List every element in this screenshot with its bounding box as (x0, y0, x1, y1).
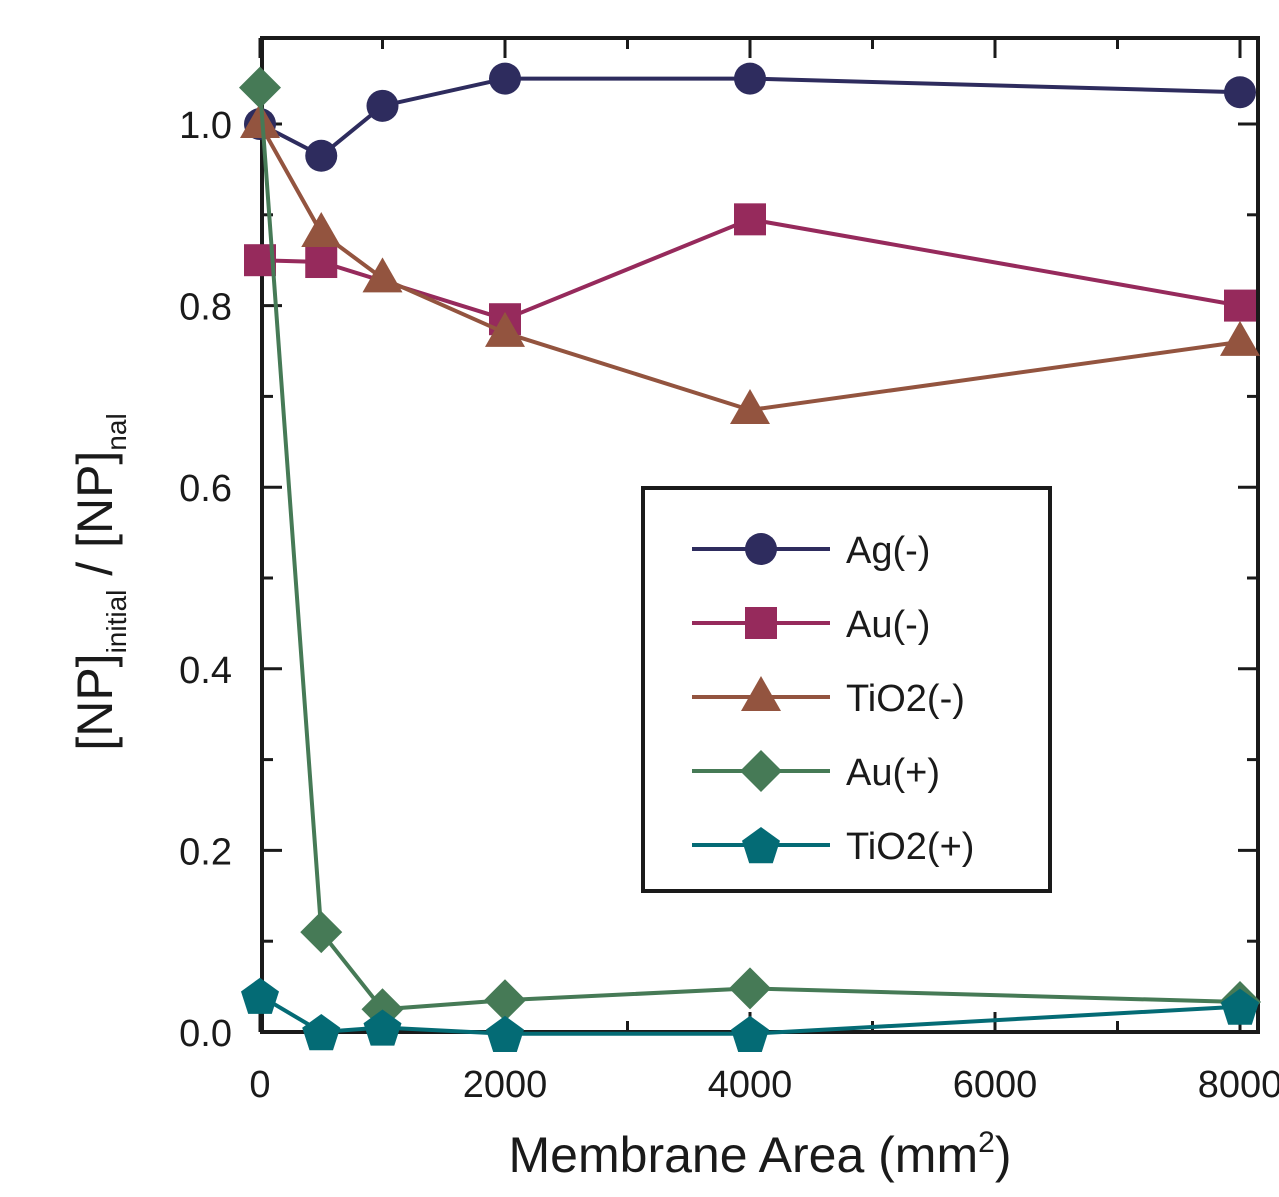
x-tick-label: 4000 (708, 1064, 793, 1106)
data-point (731, 1015, 769, 1052)
series-tio2 (241, 977, 1259, 1052)
legend-label: TiO2(-) (846, 678, 965, 720)
data-point (484, 979, 526, 1022)
data-point (239, 66, 281, 109)
y-tick-label: 0.2 (179, 831, 232, 873)
data-point (1224, 76, 1256, 109)
data-point (1221, 988, 1259, 1025)
legend-label: Ag(-) (846, 530, 930, 572)
data-point (363, 1009, 402, 1046)
data-point (301, 211, 342, 247)
legend-item: Au(-) (692, 604, 930, 646)
data-point (362, 257, 403, 293)
legend-item: Au(+) (692, 750, 940, 794)
x-tick-label: 6000 (953, 1064, 1038, 1106)
legend-label: Au(+) (846, 752, 940, 794)
y-tick-label: 0.8 (179, 287, 232, 329)
data-point (302, 1014, 341, 1051)
data-point (1224, 289, 1256, 322)
y-tick-label: 0.0 (179, 1013, 232, 1055)
y-tick-label: 1.0 (179, 105, 232, 147)
legend-marker (741, 676, 781, 711)
legend-box (641, 486, 1052, 893)
legend-marker (745, 533, 777, 565)
data-point (486, 1015, 524, 1052)
data-point (305, 139, 338, 172)
series-layer (239, 62, 1261, 1052)
data-point (305, 246, 338, 279)
series-ag (244, 62, 1256, 172)
series-line (258, 123, 1241, 413)
data-point (366, 89, 399, 122)
legend-marker (745, 607, 777, 639)
data-point (240, 103, 280, 138)
legend-item: TiO2(+) (692, 826, 974, 868)
legend-item: TiO2(-) (692, 676, 965, 720)
x-tick-label: 2000 (463, 1064, 548, 1106)
data-point (729, 967, 771, 1010)
data-point (1220, 320, 1260, 356)
legend-marker (742, 827, 780, 864)
y-tick-label: 0.4 (179, 650, 232, 692)
series-tio2 (240, 103, 1260, 425)
data-point (730, 389, 770, 425)
data-point (734, 62, 766, 95)
x-axis-title: Membrane Area (mm2) (509, 1126, 1012, 1183)
data-point (241, 977, 279, 1014)
y-tick-label: 0.6 (179, 468, 232, 510)
data-point (300, 911, 343, 954)
x-tick-label: 8000 (1198, 1064, 1279, 1106)
legend-label: Au(-) (846, 604, 930, 646)
y-axis-title: [NP]initial / [NP]nal (67, 413, 132, 750)
data-point (361, 988, 404, 1031)
legend-marker (740, 750, 782, 792)
data-point (734, 203, 766, 236)
legend-item: Ag(-) (692, 530, 930, 572)
legend: Ag(-) Au(-) TiO2(-) Au(+) TiO2(+) (641, 486, 1052, 893)
data-point (489, 62, 521, 95)
series-line (258, 87, 1241, 1012)
data-point (485, 311, 525, 347)
x-tick-label: 0 (249, 1064, 270, 1106)
series-au (244, 203, 1256, 336)
legend-label: TiO2(+) (846, 826, 974, 868)
